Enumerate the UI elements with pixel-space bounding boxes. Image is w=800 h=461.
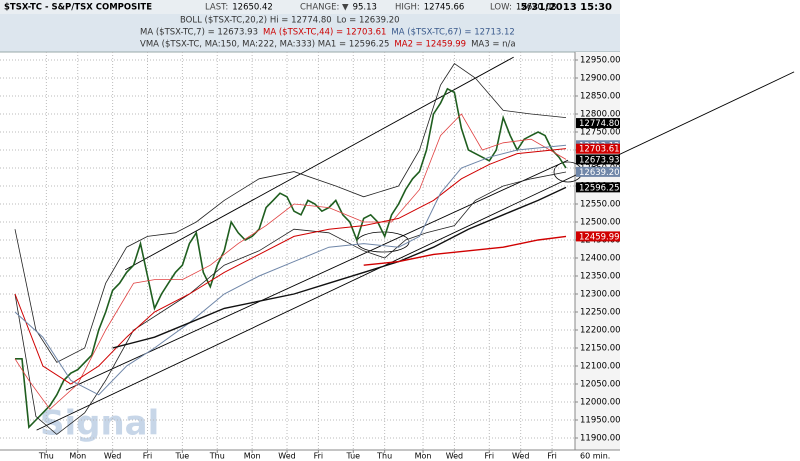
price-tag (576, 231, 620, 242)
series-line (14, 63, 567, 363)
header-row (0, 0, 620, 14)
stat-value: 12650.42 (232, 3, 273, 13)
indicator-text: MA3 = n/a (471, 40, 516, 50)
price-tag-label: 12703.61 (579, 145, 620, 155)
x-tick-label: Wed (278, 452, 295, 461)
x-tick-label: Wed (512, 452, 529, 461)
y-tick-label: 12400.00 (580, 254, 621, 264)
y-tick-label: 12200.00 (580, 326, 621, 336)
series-line (14, 144, 567, 396)
y-tick-label: 12950.00 (580, 56, 621, 66)
trend-line (124, 56, 514, 271)
y-tick-label: 12550.00 (580, 200, 621, 210)
y-tick-label: 12050.00 (580, 380, 621, 390)
stat-label: LOW: (490, 3, 512, 13)
x-tick-label: Mon (415, 452, 432, 461)
price-tag-label: 12459.99 (579, 232, 620, 242)
series-line (14, 113, 567, 410)
x-tick-label: Thu (209, 452, 225, 461)
x-tick-label: Thu (38, 452, 54, 461)
x-tick-label: Mon (69, 452, 86, 461)
price-tag-label: 12639.20 (579, 168, 620, 178)
price-tag-label: 12673.93 (579, 155, 620, 165)
indicator-text: VMA ($TSX-TC, MA:150, MA:222, MA:333) MA… (140, 40, 389, 50)
indicator-text: BOLL ($TSX-TC,20,2) Hi = 12774.80 (180, 16, 332, 26)
y-tick-label: 12250.00 (580, 308, 621, 318)
price-tag (576, 143, 620, 154)
price-tag-label: 12596.25 (579, 183, 620, 193)
stat-value: 95.13 (353, 3, 377, 13)
chart-title: $TSX-TC - S&P/TSX COMPOSITE (4, 3, 152, 13)
price-tag (576, 166, 620, 177)
trend-line (36, 71, 795, 431)
y-tick-label: 12000.00 (580, 398, 621, 408)
price-tag (576, 182, 620, 193)
x-tick-label: Fri (314, 452, 324, 461)
y-tick-label: 12100.00 (580, 362, 621, 372)
indicator-panel (0, 14, 620, 52)
y-tick-label: 11900.00 (580, 434, 621, 444)
indicator-text: Lo = 12639.20 (337, 16, 400, 26)
x-tick-label: Wed (446, 452, 463, 461)
stat-label: CHANGE: ▼ (300, 3, 349, 13)
date: 5/31/2013 15:30 (521, 2, 612, 13)
stat-label: LAST: (205, 3, 228, 13)
interval-label: 60 min. (580, 452, 610, 461)
x-tick-label: Fri (485, 452, 495, 461)
y-tick-label: 12900.00 (580, 74, 621, 84)
y-tick-label: 12850.00 (580, 92, 621, 102)
x-tick-label: Wed (104, 452, 121, 461)
series-line (14, 171, 567, 435)
y-tick-label: 12350.00 (580, 272, 621, 282)
stat-value: 12620.08 (516, 3, 557, 13)
indicator-text: MA ($TSX-TC,67) = 12713.12 (391, 28, 514, 38)
series-line (112, 186, 567, 349)
stat-label: HIGH: (395, 3, 420, 13)
series-line (14, 148, 567, 385)
indicator-text: MA ($TSX-TC,44) = 12703.61 (263, 28, 386, 38)
y-tick-label: 11950.00 (580, 416, 621, 426)
x-tick-label: Tue (175, 452, 190, 461)
x-tick-label: Fri (143, 452, 153, 461)
y-tick-label: 12150.00 (580, 344, 621, 354)
y-tick-label: 12500.00 (580, 218, 621, 228)
price-tag (576, 118, 620, 129)
trend-line (65, 159, 569, 391)
y-tick-label: 12800.00 (580, 110, 621, 120)
indicator-text: MA2 = 12459.99 (394, 40, 466, 50)
x-tick-label: Thu (376, 452, 392, 461)
watermark: Signal (40, 404, 159, 444)
series-line (363, 235, 567, 266)
y-tick-label: 12300.00 (580, 290, 621, 300)
x-tick-label: Mon (244, 452, 261, 461)
x-tick-label: Tue (345, 452, 360, 461)
stat-value: 12745.66 (424, 3, 465, 13)
x-tick-label: Fri (547, 452, 557, 461)
price-tag (576, 154, 620, 165)
price-tag-label: 12774.80 (579, 119, 620, 129)
series-line (15, 87, 567, 429)
y-tick-label: 12750.00 (580, 128, 621, 138)
indicator-text: MA ($TSX-TC,7) = 12673.93 (140, 28, 258, 38)
